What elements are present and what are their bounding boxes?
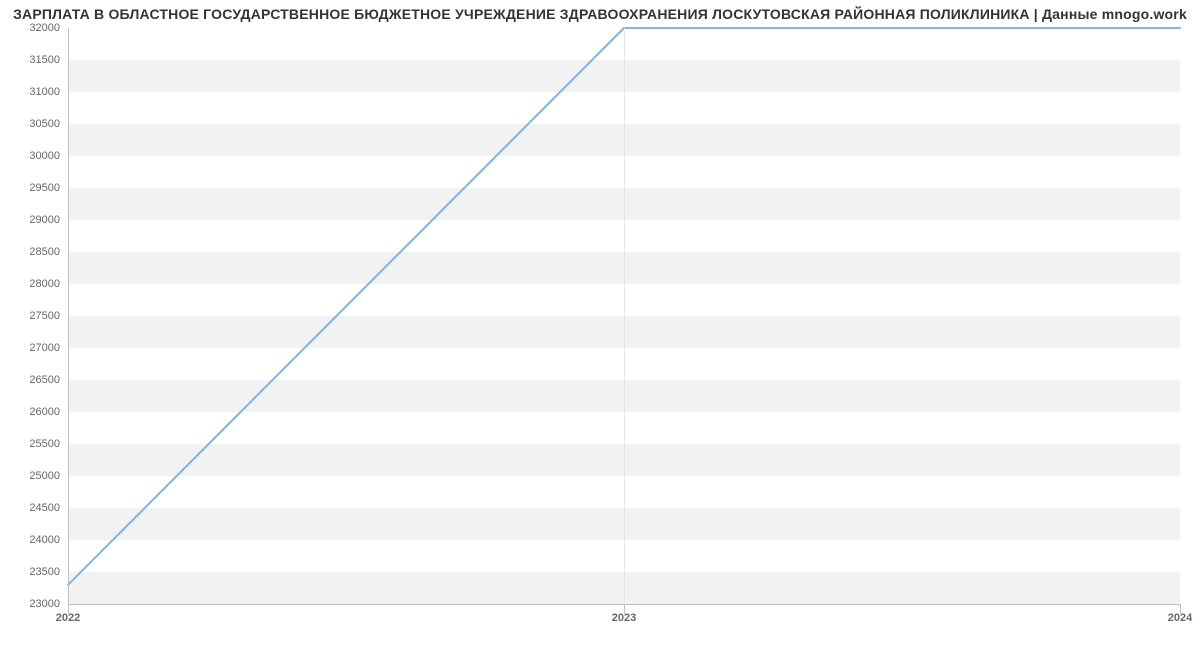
y-tick-label: 28500 (29, 246, 60, 258)
y-tick-label: 29000 (29, 214, 60, 226)
y-tick-label: 23000 (29, 598, 60, 610)
y-tick-label: 27000 (29, 342, 60, 354)
y-tick-label: 31000 (29, 86, 60, 98)
y-tick-label: 29500 (29, 182, 60, 194)
y-tick-label: 32000 (29, 22, 60, 34)
y-tick-label: 24000 (29, 534, 60, 546)
y-tick-label: 23500 (29, 566, 60, 578)
x-tick-label: 2023 (612, 612, 636, 624)
y-tick-label: 27500 (29, 310, 60, 322)
x-tick-label: 2022 (56, 612, 80, 624)
y-tick-label: 25500 (29, 438, 60, 450)
plot-area: 2300023500240002450025000255002600026500… (68, 28, 1180, 604)
y-axis-line (68, 28, 69, 604)
x-axis-line (68, 604, 1180, 605)
x-tick-label: 2024 (1168, 612, 1192, 624)
y-tick-label: 26000 (29, 406, 60, 418)
y-tick-label: 31500 (29, 54, 60, 66)
x-grid-line (624, 28, 625, 604)
y-tick-label: 30500 (29, 118, 60, 130)
y-tick-label: 30000 (29, 150, 60, 162)
salary-chart: ЗАРПЛАТА В ОБЛАСТНОЕ ГОСУДАРСТВЕННОЕ БЮД… (0, 0, 1200, 650)
y-tick-label: 25000 (29, 470, 60, 482)
y-tick-label: 26500 (29, 374, 60, 386)
y-tick-label: 24500 (29, 502, 60, 514)
y-tick-label: 28000 (29, 278, 60, 290)
chart-title: ЗАРПЛАТА В ОБЛАСТНОЕ ГОСУДАРСТВЕННОЕ БЮД… (0, 6, 1200, 22)
